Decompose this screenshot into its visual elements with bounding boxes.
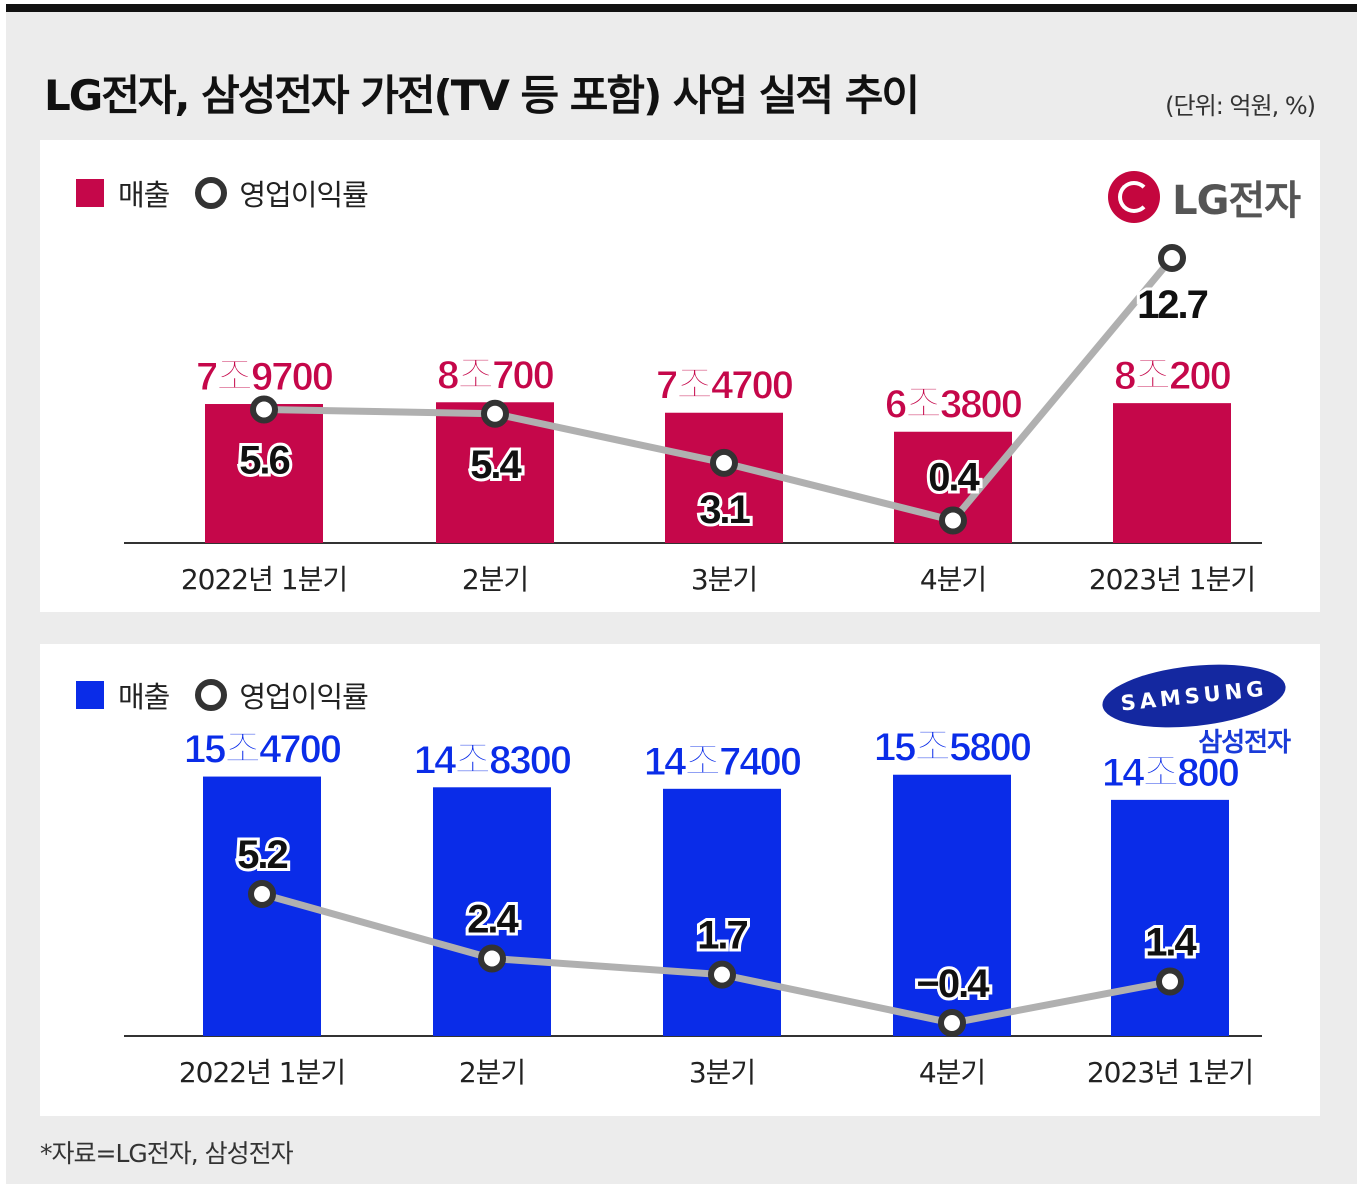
margin-marker-icon: [195, 679, 228, 711]
revenue-label: 15조4700: [184, 728, 341, 772]
revenue-bar: [205, 404, 323, 543]
revenue-label: 14조800: [1102, 751, 1239, 795]
margin-label: 1.4: [1145, 921, 1197, 965]
samsung-logo-text: 삼성전자: [1198, 728, 1291, 758]
revenue-label: 8조200: [1114, 354, 1231, 398]
margin-point: [478, 944, 506, 973]
x-tick-label: 3분기: [691, 563, 757, 596]
revenue-swatch: [76, 179, 104, 207]
revenue-bar: [663, 788, 781, 1036]
x-tick-label: 2분기: [462, 563, 528, 596]
margin-label: 5.6: [239, 439, 289, 483]
margin-point: [248, 880, 276, 908]
revenue-label: 14조8300: [414, 738, 571, 782]
revenue-label: 8조700: [437, 353, 554, 397]
revenue-label: 7조9700: [196, 355, 333, 399]
margin-label: 5.4: [470, 443, 522, 487]
legend-revenue-label: 매출: [118, 178, 170, 212]
margin-label: 5.2: [237, 833, 287, 877]
x-tick-label: 2분기: [459, 1056, 525, 1089]
margin-label: −0.4: [917, 962, 991, 1006]
source-note: *자료=LG전자, 삼성전자: [40, 1139, 294, 1168]
revenue-swatch: [76, 681, 104, 709]
lg-logo-text: LG전자: [1172, 178, 1301, 224]
margin-point: [939, 506, 967, 535]
x-tick-label: 2022년 1분기: [181, 563, 347, 596]
revenue-label: 14조7400: [644, 740, 801, 784]
margin-label: 3.1: [699, 488, 750, 532]
margin-point: [1156, 967, 1184, 996]
x-tick-label: 4분기: [919, 1056, 985, 1089]
lg-face-icon: [1108, 171, 1161, 223]
lg-chart: 7조9700 2022년 1분기 8조700 2분기 7조4700 3분기 6조3800 4분…: [124, 244, 1262, 596]
revenue-bar: [433, 787, 551, 1036]
x-tick-label: 2022년 1분기: [179, 1056, 345, 1089]
legend-margin-label: 영업이익률: [239, 178, 368, 212]
revenue-bar: [1113, 403, 1231, 543]
samsung-logo: SAMSUNG 삼성전자: [1099, 656, 1292, 758]
page-title: LG전자, 삼성전자 가전(TV 등 포함) 사업 실적 추이: [44, 71, 920, 120]
margin-point: [708, 960, 736, 989]
margin-point: [710, 448, 738, 477]
lg-logo: LG전자: [1108, 168, 1301, 226]
samsung-legend: 매출 영업이익률: [76, 674, 369, 716]
revenue-bar: [1111, 799, 1229, 1036]
lg-chart-panel: 7조9700 2022년 1분기 8조700 2분기 7조4700 3분기 6조3800 4분…: [40, 140, 1320, 612]
margin-point: [1158, 244, 1186, 272]
margin-point: [938, 1009, 966, 1037]
x-tick-label: 2023년 1분기: [1089, 563, 1255, 596]
lg-legend: 매출 영업이익률: [76, 172, 369, 214]
margin-label: 12.7: [1137, 283, 1208, 327]
margin-label: 1.7: [697, 914, 747, 958]
revenue-bar: [665, 412, 783, 543]
samsung-wordmark: SAMSUNG: [1119, 676, 1269, 716]
x-tick-label: 4분기: [920, 563, 986, 596]
legend-margin-label: 영업이익률: [239, 680, 368, 714]
samsung-chart-panel: 15조4700 2022년 1분기 14조8300 2분기 14조7400 3분기 15조5…: [40, 644, 1320, 1116]
revenue-bar: [893, 774, 1011, 1036]
margin-point: [481, 399, 509, 428]
margin-label: 0.4: [928, 455, 980, 499]
margin-label: 2.4: [467, 898, 519, 942]
unit-note: (단위: 억원, %): [1165, 92, 1316, 120]
samsung-chart: 15조4700 2022년 1분기 14조8300 2분기 14조7400 3분기 15조5…: [124, 725, 1262, 1089]
revenue-label: 7조4700: [656, 364, 793, 408]
x-tick-label: 2023년 1분기: [1087, 1056, 1253, 1089]
revenue-label: 6조3800: [885, 383, 1022, 427]
legend-revenue-label: 매출: [118, 680, 170, 714]
margin-point: [250, 395, 278, 424]
revenue-label: 15조5800: [874, 726, 1031, 770]
margin-marker-icon: [195, 177, 228, 209]
x-tick-label: 3분기: [689, 1056, 755, 1089]
